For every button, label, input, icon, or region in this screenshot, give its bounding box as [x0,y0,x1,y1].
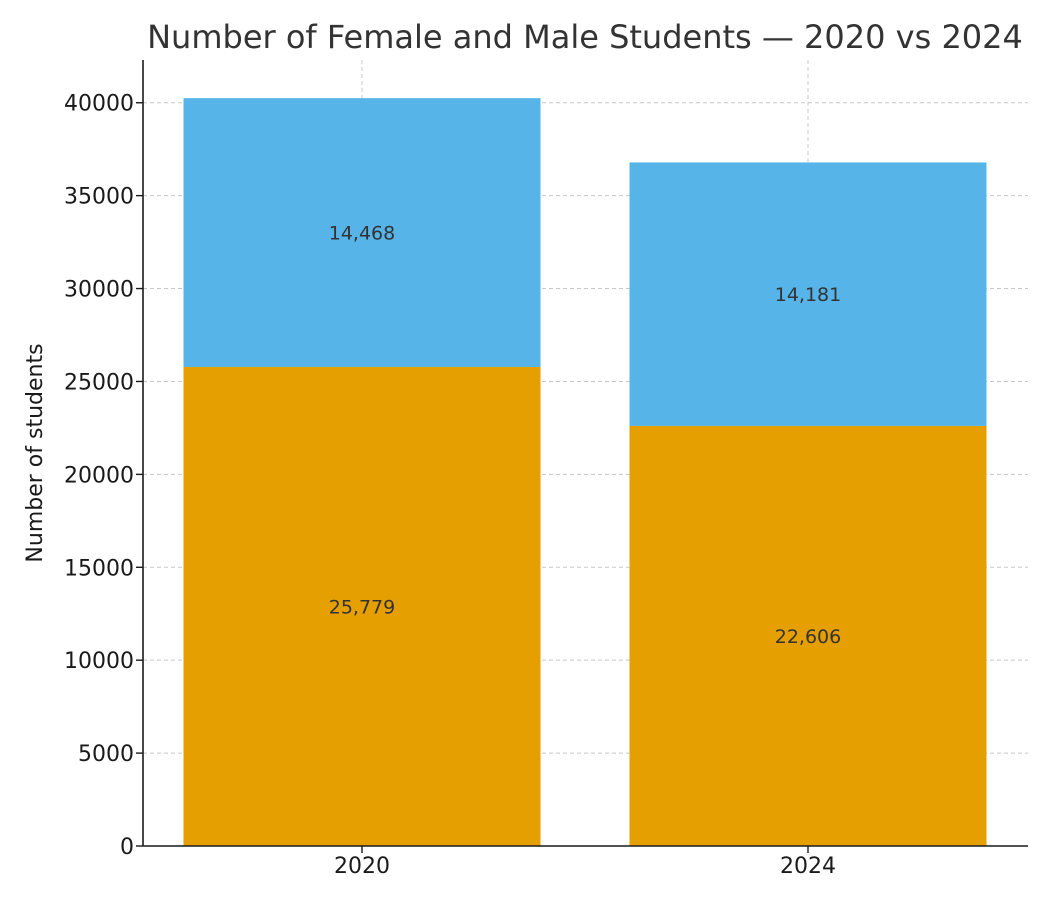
y-tick-label: 20000 [64,463,134,488]
chart-title: Number of Female and Male Students — 202… [147,18,1023,56]
data-label-2024-segment-1: 22,606 [775,626,841,648]
data-label-2024-segment-2: 14,181 [775,284,841,306]
data-label-2020-segment-2: 14,468 [329,223,395,245]
bar-2024-segment-2 [629,162,987,426]
x-tick-label: 2020 [334,854,390,879]
y-tick-label: 15000 [64,556,134,581]
y-tick-label: 25000 [64,370,134,395]
bars [183,98,987,846]
data-label-2020-segment-1: 25,779 [329,596,395,618]
axes: 0 5000 10000 15000 20000 25000 30000 35000 40000… [64,60,1028,879]
y-tick-label: 40000 [64,92,134,117]
y-tick-label: 10000 [64,649,134,674]
x-tick-label: 2024 [780,854,836,879]
y-tick-label: 0 [120,835,134,860]
bar-2024-segment-1 [629,425,987,846]
bar-2020-segment-1 [183,366,541,846]
y-tick-label: 35000 [64,185,134,210]
y-tick-label: 5000 [78,742,134,767]
y-axis-label: Number of students [23,343,48,562]
y-tick-label: 30000 [64,278,134,303]
data-labels: 25,779 14,468 22,606 14,181 [329,223,841,648]
bar-2020-segment-2 [183,98,541,367]
